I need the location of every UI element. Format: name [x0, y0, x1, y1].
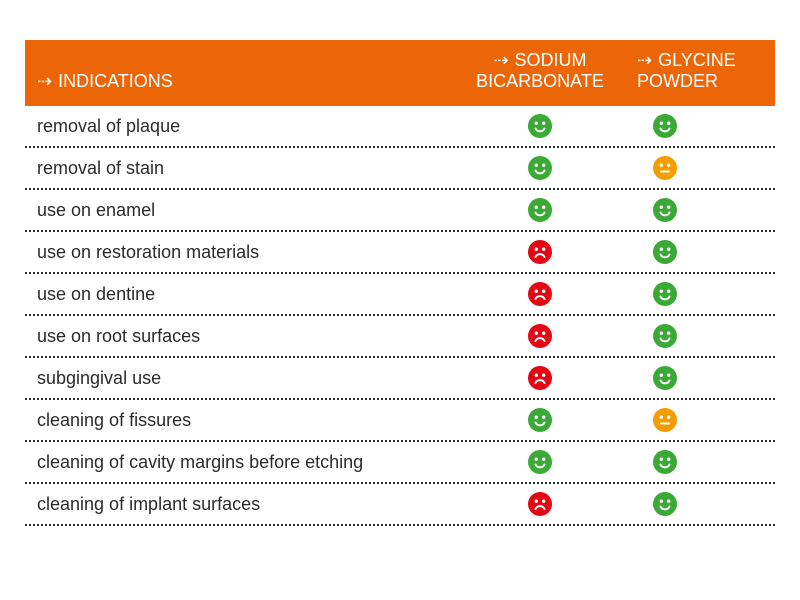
happy-face-icon	[653, 282, 677, 306]
glycine-powder-cell	[625, 282, 775, 306]
happy-face-icon	[528, 408, 552, 432]
glycine-powder-cell	[625, 450, 775, 474]
arrow-icon: ⇢	[37, 72, 52, 90]
sodium-bicarbonate-cell	[455, 450, 625, 474]
happy-face-icon	[653, 492, 677, 516]
happy-face-icon	[528, 450, 552, 474]
sad-face-icon	[528, 282, 552, 306]
indication-label: use on restoration materials	[25, 242, 455, 263]
table-row: subgingival use	[25, 358, 775, 400]
header-indications: ⇢ INDICATIONS	[25, 40, 455, 106]
header-gp-line2: POWDER	[637, 71, 763, 92]
table-row: use on dentine	[25, 274, 775, 316]
sad-face-icon	[528, 240, 552, 264]
neutral-face-icon	[653, 408, 677, 432]
happy-face-icon	[653, 198, 677, 222]
table-row: use on restoration materials	[25, 232, 775, 274]
happy-face-icon	[653, 324, 677, 348]
sodium-bicarbonate-cell	[455, 492, 625, 516]
happy-face-icon	[528, 198, 552, 222]
happy-face-icon	[528, 114, 552, 138]
indication-label: use on dentine	[25, 284, 455, 305]
table-row: cleaning of fissures	[25, 400, 775, 442]
sodium-bicarbonate-cell	[455, 282, 625, 306]
table-row: use on enamel	[25, 190, 775, 232]
table-row: use on root surfaces	[25, 316, 775, 358]
table-header: ⇢ INDICATIONS ⇢ SODIUM BICARBONATE ⇢ GLY…	[25, 40, 775, 106]
sad-face-icon	[528, 324, 552, 348]
indication-label: removal of stain	[25, 158, 455, 179]
table-body: removal of plaque removal of stain use on …	[25, 106, 775, 526]
glycine-powder-cell	[625, 156, 775, 180]
indication-label: removal of plaque	[25, 116, 455, 137]
table-row: cleaning of cavity margins before etchin…	[25, 442, 775, 484]
header-sodium-bicarbonate: ⇢ SODIUM BICARBONATE	[455, 40, 625, 106]
sad-face-icon	[528, 492, 552, 516]
sad-face-icon	[528, 366, 552, 390]
sodium-bicarbonate-cell	[455, 198, 625, 222]
glycine-powder-cell	[625, 492, 775, 516]
header-glycine-powder: ⇢ GLYCINE POWDER	[625, 40, 775, 106]
happy-face-icon	[528, 156, 552, 180]
happy-face-icon	[653, 114, 677, 138]
sodium-bicarbonate-cell	[455, 366, 625, 390]
indication-label: cleaning of cavity margins before etchin…	[25, 452, 455, 473]
sodium-bicarbonate-cell	[455, 240, 625, 264]
glycine-powder-cell	[625, 114, 775, 138]
sodium-bicarbonate-cell	[455, 324, 625, 348]
table-row: cleaning of implant surfaces	[25, 484, 775, 526]
sodium-bicarbonate-cell	[455, 156, 625, 180]
neutral-face-icon	[653, 156, 677, 180]
indication-label: use on enamel	[25, 200, 455, 221]
sodium-bicarbonate-cell	[455, 408, 625, 432]
glycine-powder-cell	[625, 240, 775, 264]
header-gp-line1: GLYCINE	[658, 50, 736, 71]
header-indications-label: INDICATIONS	[58, 71, 173, 92]
arrow-icon: ⇢	[493, 51, 508, 69]
table-row: removal of stain	[25, 148, 775, 190]
table-row: removal of plaque	[25, 106, 775, 148]
indication-label: cleaning of implant surfaces	[25, 494, 455, 515]
sodium-bicarbonate-cell	[455, 114, 625, 138]
header-sb-line1: SODIUM	[515, 50, 587, 71]
happy-face-icon	[653, 450, 677, 474]
indication-label: subgingival use	[25, 368, 455, 389]
indication-label: cleaning of fissures	[25, 410, 455, 431]
indication-label: use on root surfaces	[25, 326, 455, 347]
header-sb-line2: BICARBONATE	[476, 71, 604, 92]
glycine-powder-cell	[625, 366, 775, 390]
glycine-powder-cell	[625, 408, 775, 432]
glycine-powder-cell	[625, 324, 775, 348]
glycine-powder-cell	[625, 198, 775, 222]
arrow-icon: ⇢	[637, 51, 652, 69]
happy-face-icon	[653, 366, 677, 390]
happy-face-icon	[653, 240, 677, 264]
indications-table: ⇢ INDICATIONS ⇢ SODIUM BICARBONATE ⇢ GLY…	[25, 40, 775, 526]
